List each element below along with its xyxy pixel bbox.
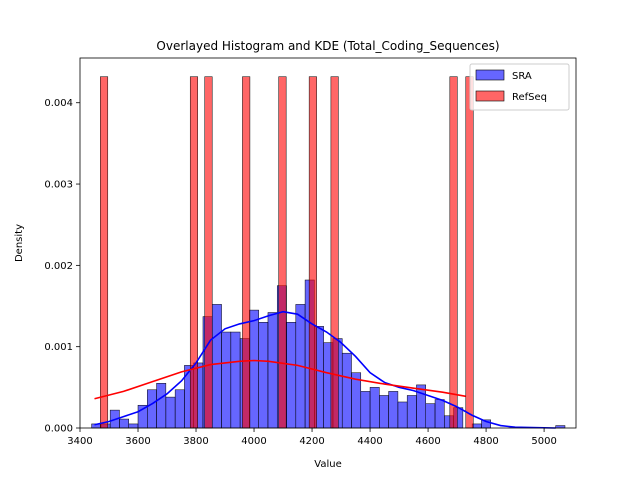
refseq-bar: [278, 76, 287, 429]
sra-bar: [471, 423, 482, 429]
sra-bar: [258, 322, 269, 429]
x-tick-label: 4400: [357, 436, 382, 447]
y-tick-label: 0.000: [44, 424, 73, 435]
refseq-bar: [308, 76, 317, 429]
sra-bar: [128, 423, 139, 429]
sra-bar: [156, 383, 167, 429]
sra-bar: [286, 322, 297, 429]
refseq-bar: [204, 76, 213, 429]
refseq-bar: [242, 76, 251, 429]
sra-bar: [397, 401, 408, 429]
sra-bar: [267, 312, 278, 429]
x-tick-label: 3400: [67, 436, 92, 447]
y-axis-label: Density: [14, 224, 25, 262]
x-tick-label: 3600: [125, 436, 150, 447]
y-tick-label: 0.001: [44, 342, 73, 353]
x-tick-label: 5000: [531, 436, 556, 447]
sra-bar: [406, 395, 417, 429]
refseq-bar: [449, 76, 458, 429]
refseq-bar: [100, 76, 109, 429]
sra-bar: [147, 389, 157, 429]
x-tick-label: 4200: [299, 436, 324, 447]
y-tick-label: 0.002: [44, 261, 73, 272]
sra-bar: [351, 372, 362, 429]
legend-swatch-refseq: [475, 90, 505, 102]
x-tick-label: 4600: [415, 436, 440, 447]
refseq-bars: [100, 76, 474, 429]
x-tick-label: 4800: [473, 436, 498, 447]
sra-bar: [221, 331, 232, 429]
refseq-bar: [465, 76, 474, 429]
y-tick-label: 0.003: [44, 180, 73, 191]
sra-bar: [360, 391, 371, 429]
sra-bar: [174, 389, 185, 429]
sra-bar: [341, 352, 352, 429]
sra-bar: [369, 387, 380, 429]
legend-label-refseq: RefSeq: [512, 92, 547, 103]
y-tick-label: 0.004: [44, 98, 73, 109]
sra-bar: [249, 309, 259, 429]
plot-frame: [79, 57, 577, 429]
sra-bar: [434, 399, 445, 429]
legend-swatch-sra: [475, 69, 505, 81]
legend-label-sra: SRA: [512, 71, 532, 82]
sra-bar: [165, 396, 176, 429]
x-tick-label: 3800: [183, 436, 208, 447]
y-axis: 0.000 0.001 0.002 0.003 0.004: [44, 98, 80, 435]
x-axis-label: Value: [314, 459, 341, 470]
legend: SRA RefSeq: [469, 63, 570, 111]
refseq-bar: [189, 76, 198, 429]
x-tick-label: 4000: [241, 436, 266, 447]
x-axis: 3400 3600 3800 4000 4200 4400 4600 4800 5000: [67, 428, 557, 447]
sra-bar: [388, 391, 399, 429]
kde-line-sra: [94, 310, 556, 429]
sra-bar: [379, 395, 389, 429]
kde-line-refseq: [94, 359, 466, 400]
chart-title: Overlayed Histogram and KDE (Total_Codin…: [156, 39, 499, 53]
sra-bar: [212, 304, 222, 429]
sra-bar: [230, 331, 241, 429]
sra-bar: [119, 418, 129, 429]
sra-bar: [425, 403, 436, 429]
kde-lines: [94, 310, 556, 429]
